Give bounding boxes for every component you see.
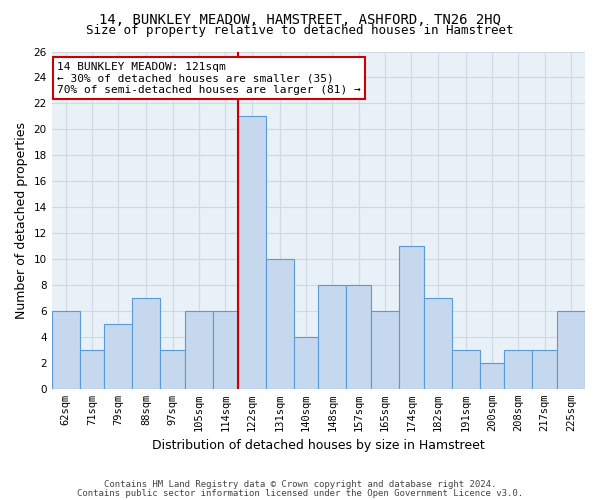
Bar xyxy=(505,350,532,389)
Bar xyxy=(479,363,505,389)
Text: Size of property relative to detached houses in Hamstreet: Size of property relative to detached ho… xyxy=(86,24,514,37)
Bar xyxy=(532,350,557,389)
Bar xyxy=(132,298,160,389)
Bar xyxy=(399,246,424,389)
Bar xyxy=(213,311,238,389)
Bar xyxy=(160,350,185,389)
Bar xyxy=(424,298,452,389)
X-axis label: Distribution of detached houses by size in Hamstreet: Distribution of detached houses by size … xyxy=(152,440,485,452)
Bar xyxy=(185,311,213,389)
Text: Contains HM Land Registry data © Crown copyright and database right 2024.: Contains HM Land Registry data © Crown c… xyxy=(104,480,496,489)
Bar xyxy=(452,350,479,389)
Bar xyxy=(52,311,80,389)
Bar xyxy=(266,259,293,389)
Y-axis label: Number of detached properties: Number of detached properties xyxy=(15,122,28,318)
Bar xyxy=(371,311,399,389)
Text: 14, BUNKLEY MEADOW, HAMSTREET, ASHFORD, TN26 2HQ: 14, BUNKLEY MEADOW, HAMSTREET, ASHFORD, … xyxy=(99,12,501,26)
Bar xyxy=(346,285,371,389)
Bar xyxy=(238,116,266,389)
Bar xyxy=(104,324,132,389)
Bar xyxy=(557,311,585,389)
Text: Contains public sector information licensed under the Open Government Licence v3: Contains public sector information licen… xyxy=(77,488,523,498)
Text: 14 BUNKLEY MEADOW: 121sqm
← 30% of detached houses are smaller (35)
70% of semi-: 14 BUNKLEY MEADOW: 121sqm ← 30% of detac… xyxy=(57,62,361,95)
Bar xyxy=(293,337,319,389)
Bar xyxy=(319,285,346,389)
Bar xyxy=(80,350,104,389)
